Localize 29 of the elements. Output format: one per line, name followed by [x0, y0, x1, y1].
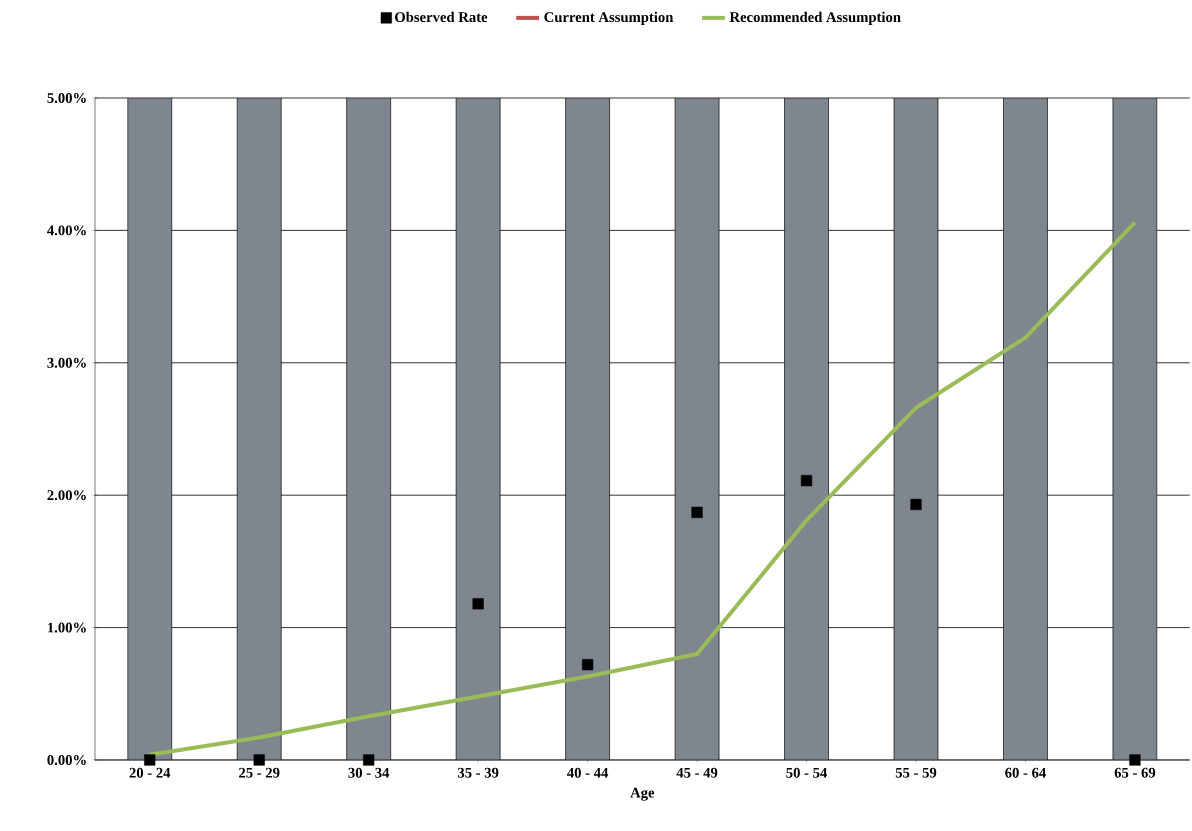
x-tick-label: 20 - 24: [129, 767, 171, 778]
legend-label: Observed Rate: [395, 11, 488, 23]
x-tick-label: 50 - 54: [786, 767, 828, 778]
point: [253, 754, 265, 766]
x-tick-label: 35 - 39: [457, 767, 499, 778]
x-axis-title: Age: [630, 787, 655, 801]
y-tick-label: 1.00%: [48, 622, 86, 633]
x-tick-label: 65 - 69: [1114, 767, 1156, 778]
legend-label: Current Assumption: [544, 11, 674, 25]
point: [472, 598, 484, 610]
x-tick-label: 55 - 59: [895, 767, 937, 778]
y-tick-label: 3.00%: [47, 357, 86, 368]
y-tick-label: 2.00%: [47, 490, 86, 501]
point: [691, 506, 703, 518]
point: [910, 498, 922, 511]
point: [363, 754, 375, 766]
point: [144, 754, 156, 766]
y-tick-label: 0.00%: [47, 755, 86, 765]
y-tick-label: 5.00%: [47, 93, 86, 103]
legend-label: Recommended Assumption: [729, 11, 901, 25]
x-tick-label: 60 - 64: [1005, 767, 1046, 778]
x-tick-label: 45 - 49: [676, 767, 718, 778]
x-tick-label: 30 - 34: [348, 767, 390, 778]
x-tick-label: 40 - 44: [567, 767, 609, 778]
y-tick-label: 4.00%: [47, 225, 86, 236]
x-tick-label: 25 - 29: [239, 767, 280, 778]
point: [1129, 754, 1141, 766]
point: [582, 659, 594, 671]
point: [800, 475, 813, 487]
